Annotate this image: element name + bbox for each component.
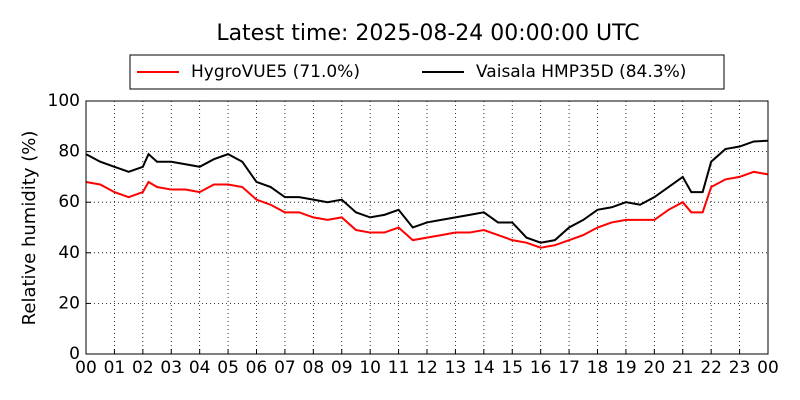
x-tick-label: 13 [445,358,467,378]
x-tick-label: 06 [246,358,268,378]
x-tick-label: 05 [217,358,239,378]
x-tick-label: 23 [729,358,751,378]
x-tick-label: 10 [359,358,381,378]
y-tick-label: 20 [58,293,80,313]
x-tick-label: 20 [644,358,666,378]
legend-label: HygroVUE5 (71.0%) [191,62,360,82]
x-tick-label: 09 [331,358,353,378]
x-tick-label: 11 [388,358,410,378]
x-tick-label: 15 [501,358,523,378]
x-tick-label: 21 [672,358,694,378]
legend-label: Vaisala HMP35D (84.3%) [476,62,686,82]
y-tick-label: 60 [58,192,80,212]
x-tick-label: 19 [615,358,637,378]
chart-title: Latest time: 2025-08-24 00:00:00 UTC [216,21,639,46]
x-tick-label: 18 [587,358,609,378]
x-tick-label: 04 [189,358,211,378]
x-tick-label: 03 [160,358,182,378]
x-tick-label: 14 [473,358,495,378]
x-tick-label: 02 [132,358,154,378]
x-tick-label: 17 [558,358,580,378]
series-line [85,170,769,249]
y-tick-label: 40 [58,243,80,263]
y-tick-label: 0 [69,344,80,364]
x-tick-label: 01 [104,358,126,378]
y-tick-label: 80 [58,142,80,162]
y-axis-label: Relative humidity (%) [19,131,40,326]
x-tick-label: 00 [757,358,779,378]
x-tick-label: 00 [75,358,97,378]
x-tick-label: 22 [700,358,722,378]
series-line [85,139,769,244]
plot-frame [85,100,769,355]
x-tick-label: 07 [274,358,296,378]
y-tick-label: 100 [48,91,80,111]
x-tick-label: 16 [530,358,552,378]
x-tick-label: 08 [303,358,325,378]
x-tick-label: 12 [416,358,438,378]
